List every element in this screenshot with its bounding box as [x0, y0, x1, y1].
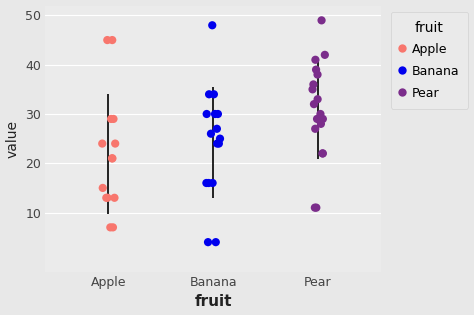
Point: [99, 186, 107, 191]
X-axis label: fruit: fruit: [194, 295, 232, 309]
Point: [102, 195, 110, 200]
Point: [319, 117, 327, 122]
Point: [216, 136, 224, 141]
Point: [109, 117, 117, 122]
Point: [213, 126, 221, 131]
Point: [311, 57, 319, 62]
Point: [309, 87, 316, 92]
Point: [312, 205, 320, 210]
Point: [213, 141, 221, 146]
Point: [211, 112, 219, 117]
Point: [311, 205, 319, 210]
Point: [202, 180, 210, 186]
Legend: Apple, Banana, Pear: Apple, Banana, Pear: [391, 12, 468, 109]
Point: [103, 37, 111, 43]
Point: [212, 240, 219, 245]
Point: [204, 240, 212, 245]
Point: [108, 156, 116, 161]
Point: [209, 180, 217, 186]
Point: [104, 195, 111, 200]
Point: [109, 225, 117, 230]
Point: [317, 121, 325, 126]
Point: [311, 126, 319, 131]
Point: [109, 37, 116, 43]
Point: [317, 112, 324, 117]
Point: [314, 72, 321, 77]
Point: [310, 102, 318, 107]
Point: [111, 195, 118, 200]
Point: [210, 92, 218, 97]
Point: [215, 141, 223, 146]
Point: [205, 180, 212, 186]
Point: [312, 67, 320, 72]
Point: [314, 97, 321, 102]
Point: [107, 117, 115, 122]
Point: [205, 92, 213, 97]
Point: [209, 23, 216, 28]
Point: [310, 82, 317, 87]
Point: [207, 131, 215, 136]
Point: [318, 18, 325, 23]
Point: [214, 112, 222, 117]
Point: [203, 112, 210, 117]
Point: [319, 151, 327, 156]
Point: [313, 117, 321, 122]
Point: [319, 151, 326, 156]
Point: [107, 225, 114, 230]
Point: [321, 52, 328, 57]
Y-axis label: value: value: [6, 120, 19, 158]
Point: [109, 156, 116, 161]
Point: [111, 141, 119, 146]
Point: [99, 141, 106, 146]
